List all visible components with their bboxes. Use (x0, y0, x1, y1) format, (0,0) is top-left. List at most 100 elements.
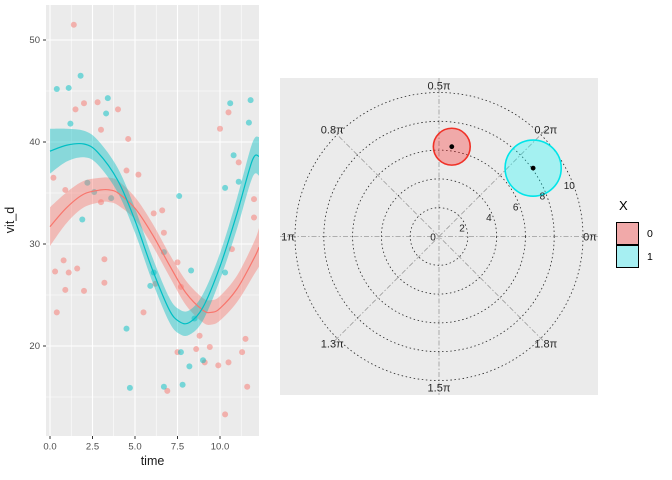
scatter-point-0 (123, 167, 130, 174)
polar-ring-6 (352, 149, 526, 324)
scatter-point-0 (101, 256, 108, 263)
scatter-point-0 (239, 349, 246, 356)
scatter-point-0 (53, 309, 60, 316)
scatter-point-1 (235, 178, 242, 185)
scatter-smooth-plot: 0.0 2.5 5.0 7.5 10.0 20 30 40 50 time vit_d (3, 5, 259, 468)
scatter-point-0 (193, 346, 200, 353)
radius-label-0: 0 (430, 233, 436, 244)
legend: X 0 1 (616, 198, 653, 268)
angle-label-0.2π: 0.2π (534, 125, 557, 137)
legend-key-1-swatch (616, 245, 639, 268)
angle-label-1.5π: 1.5π (428, 383, 451, 395)
legend-key-0-label: 0 (647, 227, 653, 240)
angle-label-0.5π: 0.5π (428, 81, 451, 93)
scatter-point-1 (65, 84, 72, 91)
scatter-point-1 (247, 97, 254, 104)
scatter-point-0 (225, 359, 232, 366)
scatter-point-1 (176, 193, 183, 200)
scatter-point-0 (52, 268, 59, 275)
scatter-point-1 (188, 267, 195, 274)
angle-label-1π: 1π (281, 232, 295, 244)
legend-entry-0: 0 (616, 222, 653, 245)
scatter-point-1 (53, 85, 60, 92)
scatter-point-0 (140, 309, 147, 316)
smooth-line-0 (49, 188, 259, 314)
radius-label-8: 8 (540, 192, 546, 203)
scatter-point-0 (206, 344, 213, 351)
x-axis-title: time (141, 454, 165, 468)
scatter-point-0 (94, 99, 101, 106)
scatter-point-1 (186, 363, 193, 370)
plot-panel (46, 5, 259, 436)
scatter-point-0 (135, 171, 142, 178)
legend-key-1-label: 1 (647, 250, 653, 263)
scatter-point-1 (160, 383, 167, 390)
scatter-point-0 (217, 125, 223, 132)
scatter-point-1 (179, 381, 186, 388)
radius-label-6: 6 (513, 202, 519, 213)
scatter-point-1 (227, 100, 234, 107)
radius-label-2: 2 (459, 223, 465, 234)
scatter-point-1 (200, 357, 206, 364)
scatter-point-1 (147, 282, 154, 289)
legend-key-0-swatch (616, 222, 639, 245)
scatter-point-0 (125, 135, 132, 142)
y-tick-label: 30 (29, 239, 40, 250)
radius-label-10: 10 (564, 181, 576, 192)
scatter-point-1 (177, 349, 184, 356)
polar-ring-4 (381, 178, 497, 295)
scatter-point-0 (215, 362, 222, 369)
scatter-point-0 (251, 196, 257, 203)
scatter-point-0 (115, 106, 121, 113)
scatter-point-1 (103, 110, 110, 117)
y-axis-title: vit_d (3, 207, 17, 233)
scatter-point-0 (81, 100, 87, 107)
scatter-point-0 (242, 335, 249, 342)
scatter-point-0 (174, 259, 181, 266)
scatter-point-0 (101, 279, 108, 286)
y-tick-label: 50 (29, 35, 40, 46)
confidence-ribbon-1 (50, 128, 259, 337)
scatter-point-1 (77, 72, 84, 79)
legend-entry-1: 1 (616, 245, 653, 268)
scatter-point-1 (126, 384, 133, 391)
confidence-ribbon-0 (50, 177, 259, 325)
scatter-point-0 (98, 199, 104, 206)
radius-label-4: 4 (486, 213, 492, 224)
smooth-line-1 (49, 142, 259, 325)
group-mean-dot-1 (530, 165, 536, 171)
scatter-point-1 (108, 195, 115, 202)
scatter-point-1 (79, 216, 86, 223)
scatter-point-0 (160, 229, 167, 236)
polar-spoke-diagonal (331, 128, 547, 345)
polar-ring-10 (294, 92, 584, 381)
scatter-point-0 (251, 214, 257, 221)
scatter-point-1 (245, 119, 252, 126)
scatter-point-0 (62, 286, 69, 293)
polar-ring-2 (409, 207, 469, 266)
scatter-point-0 (81, 287, 87, 294)
scatter-point-0 (244, 383, 251, 390)
scatter-point-1 (104, 95, 111, 102)
scatter-point-0 (159, 207, 166, 214)
polar-ring-8 (323, 120, 555, 353)
scatter-point-0 (74, 265, 81, 272)
scatter-point-1 (84, 179, 91, 186)
scatter-point-1 (230, 152, 237, 159)
scatter-point-1 (222, 184, 229, 191)
scatter-point-0 (196, 332, 203, 339)
scatter-point-1 (222, 269, 229, 276)
angle-label-1.3π: 1.3π (321, 338, 344, 350)
scatter-point-0 (225, 109, 232, 116)
x-tick-label: 5.0 (128, 442, 141, 453)
scatter-point-0 (222, 411, 229, 418)
legend-title: X (619, 198, 628, 213)
angle-label-0.8π: 0.8π (321, 125, 344, 137)
scatter-point-0 (50, 174, 57, 181)
y-tick-label: 40 (29, 137, 40, 148)
x-tick-label: 10.0 (211, 442, 230, 453)
scatter-point-0 (228, 246, 235, 253)
x-tick-label: 7.5 (171, 442, 184, 453)
scatter-point-1 (67, 120, 74, 127)
